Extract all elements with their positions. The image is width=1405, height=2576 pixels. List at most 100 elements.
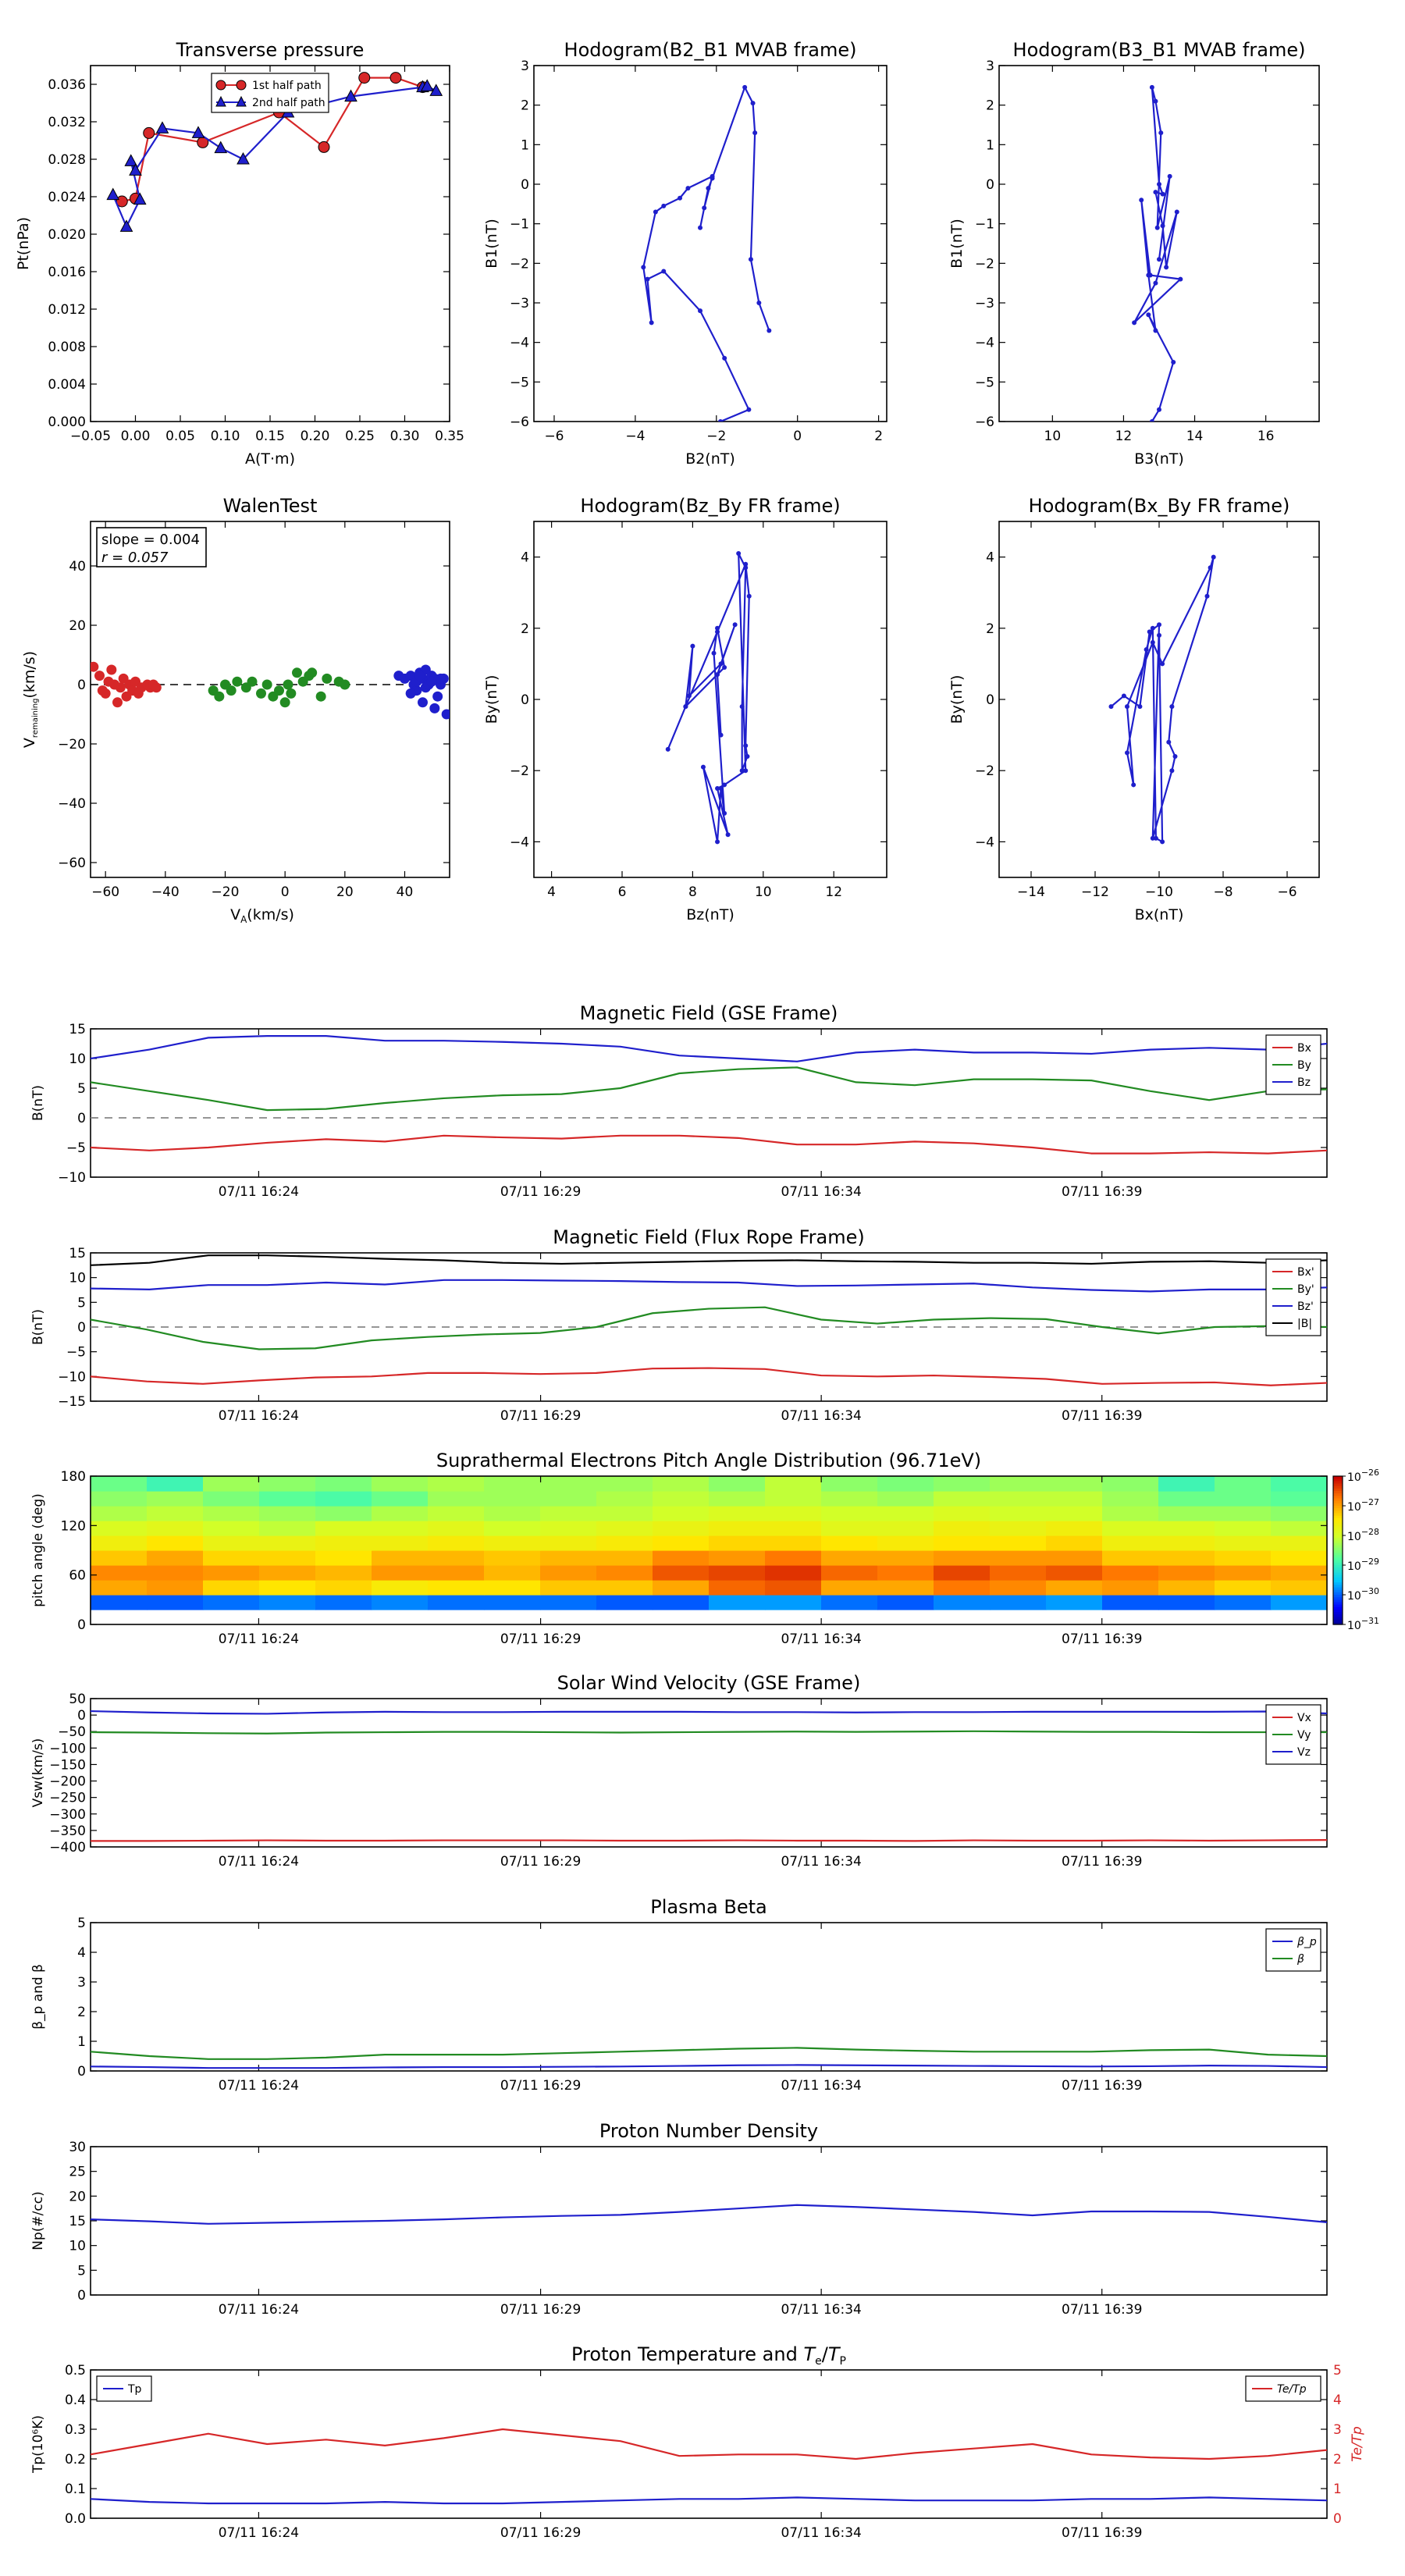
data-point [745,753,750,759]
colorbar-step [1333,1530,1343,1534]
legend-label: Bx [1297,1042,1311,1055]
data-point [358,72,371,84]
colorbar-step [1333,1521,1343,1524]
data-point [1157,257,1161,262]
x-axis-label-sub: A [240,914,247,925]
heatmap-cell [1215,1521,1272,1536]
x-tick-label: 6 [618,884,627,900]
colorbar-step [1333,1476,1343,1479]
data-point [706,186,711,191]
colorbar-exp: −28 [1361,1527,1379,1537]
chart-hzy: Hodogram(Bz_By FR frame) −4 −2 0 2 4 4 6 8 10 12 Bz… [483,495,887,923]
heatmap-cell [877,1595,934,1610]
chart-vsw: Solar Wind Velocity (GSE Frame)−400−350−… [30,1672,1328,1870]
heatmap-cell [1215,1580,1272,1596]
series-line [91,1254,1327,1266]
heatmap-cell [1271,1565,1328,1581]
colorbar-step [1333,1557,1343,1561]
data-point [756,301,762,305]
y-tick-label: 5 [77,1916,86,1931]
y-right-axis-label: Te/Tp [1350,2426,1365,2462]
x-tick-label: 07/11 16:24 [219,2525,299,2541]
x-tick-label: 10 [1044,429,1062,444]
colorbar-step [1333,1547,1343,1551]
heatmap-cell [765,1521,822,1536]
series-line [91,1306,1327,1350]
x-tick-label: −0.05 [70,429,111,444]
colorbar-step [1333,1614,1343,1618]
data-point [279,697,290,708]
heatmap-cell [540,1521,597,1536]
x-tick-label: 2 [874,429,883,444]
chart-title: Transverse pressure [176,39,365,61]
heatmap-cell [709,1595,766,1610]
heatmap-cell [484,1476,541,1492]
heatmap-cell [709,1550,766,1566]
heatmap-cell [203,1580,260,1596]
heatmap-cell [596,1580,653,1596]
heatmap-cell [428,1550,485,1566]
y-axis-label: B1(nT) [483,219,500,269]
y-tick-label: 120 [61,1518,86,1534]
heatmap-cell [315,1535,372,1551]
data-point [661,269,667,274]
heatmap-cell [1046,1565,1103,1581]
heatmap-cell [540,1595,597,1610]
heatmap-cell [934,1491,991,1507]
heatmap-cell [203,1506,260,1521]
heatmap-cell [1271,1476,1328,1492]
heatmap-cell [653,1565,710,1581]
legend-label: Vz [1297,1746,1311,1759]
colorbar-step [1333,1542,1343,1546]
heatmap-cell [203,1476,260,1492]
data-point [722,782,727,788]
legend-marker [215,95,226,107]
data-point [286,688,297,699]
data-point [725,832,731,838]
heatmap-cell [765,1491,822,1507]
y-tick-label: 60 [69,1568,86,1584]
annotation-box [96,527,207,568]
data-point [665,746,670,752]
heatmap-cell [484,1595,541,1610]
chart-title: Hodogram(B3_B1 MVAB frame) [1013,39,1306,61]
series-line [91,2047,1327,2060]
colorbar-step [1333,1481,1343,1485]
data-point [414,671,425,681]
data-point [750,101,756,106]
colorbar-exp: −27 [1361,1497,1379,1507]
data-point [736,551,742,557]
heatmap-cell [315,1491,372,1507]
legend-label: Vx [1297,1712,1311,1724]
chart-tp: Proton Temperature and Te/TP 0.0 0.1 0.2 0.3… [30,2343,1365,2541]
data-point [129,163,142,176]
heatmap-cell [1046,1491,1103,1507]
legend-label: Te/Tp [1277,2383,1307,2396]
plot-area [91,1254,1327,1386]
y-axis-label-main: V [21,738,38,748]
x-tick-label: 07/11 16:39 [1062,1631,1142,1647]
heatmap-cell [877,1565,934,1581]
heatmap-cell [934,1550,991,1566]
data-point [683,704,688,710]
legend: Tp [96,2375,152,2402]
chart-pad: Suprathermal Electrons Pitch Angle Distr… [30,1450,1379,1647]
legend-label: β [1297,1953,1304,1966]
heatmap-cell [934,1476,991,1492]
data-point [318,141,330,153]
y-tick-label: 40 [69,559,86,575]
heatmap-cell [540,1580,597,1596]
data-point [237,151,250,165]
x-tick-label: 12 [1115,429,1133,444]
series-line [91,1066,1327,1112]
heatmap-cell [877,1580,934,1596]
x-tick-label: 0.00 [121,429,151,444]
data-point [405,688,416,699]
data-point [715,629,720,635]
y-tick-label: 0 [521,692,529,708]
x-tick-label: 07/11 16:39 [1062,1854,1142,1870]
heatmap-cell [1158,1595,1215,1610]
heatmap-cell [709,1506,766,1521]
heatmap-cell [653,1521,710,1536]
data-point [743,565,749,571]
